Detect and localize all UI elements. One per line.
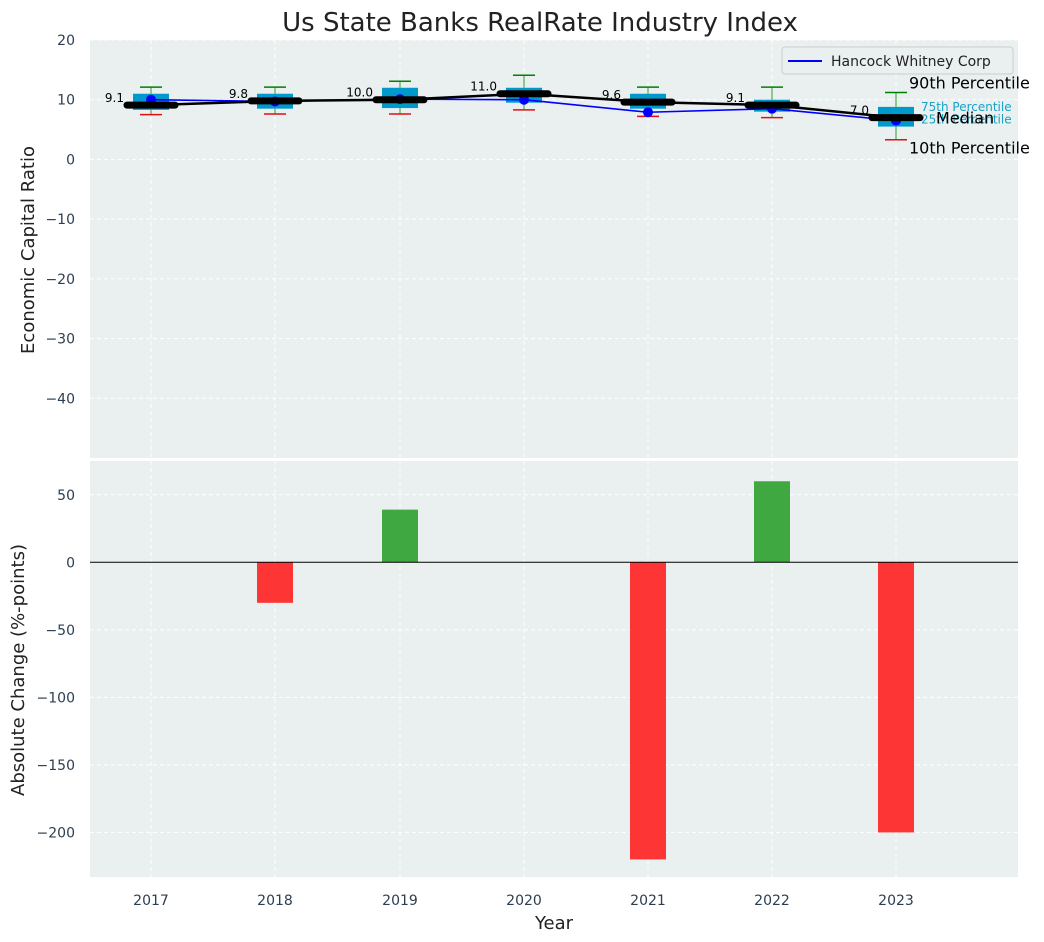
bottom-y-tick-label: −50 [45,623,75,639]
median-value-label: 10.0 [346,86,373,100]
top-y-tick-label: −20 [45,272,75,288]
top-plot-area [90,40,1018,458]
bottom-y-axis-label: Absolute Change (%-points) [8,544,29,796]
annotation-90th: 90th Percentile [909,74,1030,93]
annotation-25th: 25th Percentile [921,113,1012,127]
x-tick-label: 2020 [506,893,542,909]
x-ticks: 2017 2018 2019 2020 2021 2022 2023 [133,893,914,909]
top-y-tick-label: −40 [45,391,75,407]
top-y-tick-label: −10 [45,212,75,228]
median-value-label: 9.8 [229,87,248,101]
median-value-label: 11.0 [470,80,497,94]
median-line-group [123,90,924,122]
annotation-75th: 75th Percentile [921,100,1012,114]
top-y-tick-label: 20 [57,33,75,49]
bottom-bars [257,481,914,860]
x-tick-label: 2018 [257,893,293,909]
top-y-ticks: 20 10 0 −10 −20 −30 −40 [45,33,75,407]
legend-box [781,46,1014,75]
bottom-y-tick-label: −150 [37,758,75,774]
bottom-y-tick-label: 50 [57,488,75,504]
x-tick-label: 2021 [630,893,666,909]
change-bar-2022 [754,481,790,563]
top-grid [90,39,1018,458]
top-y-tick-label: 0 [66,152,75,168]
x-tick-label: 2022 [754,893,790,909]
bottom-y-tick-label: 0 [66,555,75,571]
change-bar-2021 [630,562,666,860]
bottom-plot-area [90,461,1018,877]
x-tick-label: 2017 [133,893,169,909]
x-axis-label: Year [534,913,574,934]
bottom-y-tick-label: −100 [37,690,75,706]
x-tick-label: 2019 [382,893,418,909]
x-tick-label: 2023 [878,893,914,909]
legend-label: Hancock Whitney Corp [831,54,991,70]
change-bar-2023 [878,562,914,833]
top-y-tick-label: −30 [45,332,75,348]
median-value-label: 9.1 [105,91,124,105]
top-y-tick-label: 10 [57,93,75,109]
median-value-label: 9.1 [726,91,745,105]
change-bar-2018 [257,562,293,603]
annotation-10th: 10th Percentile [909,139,1030,158]
top-y-axis-label: Economic Capital Ratio [18,146,39,354]
bottom-y-ticks: 50 0 −50 −100 −150 −200 [37,488,75,842]
change-bar-2019 [382,509,418,563]
hancock-whitney-point [643,107,653,118]
legend: Hancock Whitney Corp [781,46,1014,75]
bottom-panel: 500−50−100−150−200 2017 2018 2019 2020 2021 2… [8,461,1018,934]
bottom-y-tick-label: −200 [37,825,75,841]
annotation-median: Median [936,109,994,128]
chart-title: Us State Banks RealRate Industry Index [282,8,798,38]
